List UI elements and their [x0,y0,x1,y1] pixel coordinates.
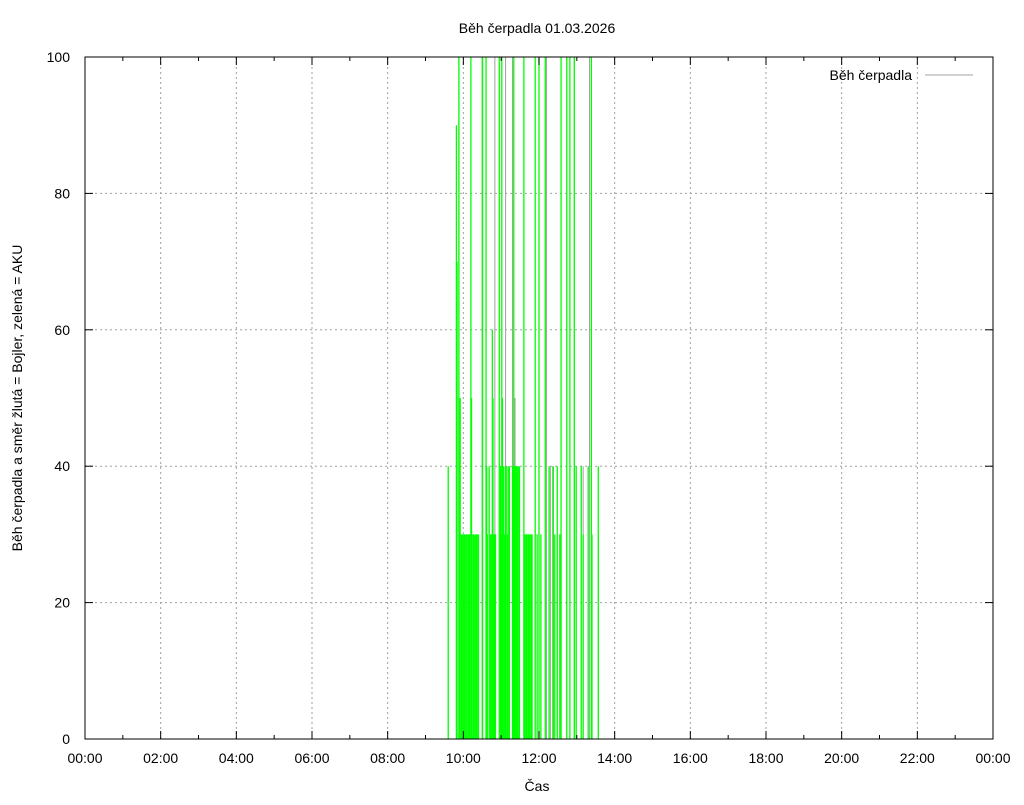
legend: Běh čerpadla [829,67,973,83]
x-axis-label: Čas [525,778,550,794]
x-tick-label: 20:00 [824,750,859,766]
x-tick-label: 16:00 [673,750,708,766]
y-tick-label: 80 [54,185,70,201]
x-tick-label: 22:00 [900,750,935,766]
y-axis-label: Běh čerpadla a směr žlutá = Bojler, zele… [9,245,25,552]
x-tick-label: 12:00 [521,750,556,766]
plot-border [84,56,994,740]
y-tick-label: 0 [62,731,70,747]
x-tick-label: 02:00 [143,750,178,766]
y-tick-label: 100 [47,49,71,65]
x-tick-label: 00:00 [67,750,102,766]
x-tick-label: 06:00 [294,750,329,766]
x-tick-label: 14:00 [597,750,632,766]
axes: 0 20 40 60 80 100 00:00 02:00 04:00 06:00 08:00 10:… [47,49,1011,766]
x-tick-label: 04:00 [219,750,254,766]
legend-label: Běh čerpadla [829,67,912,83]
chart-title: Běh čerpadla 01.03.2026 [459,20,616,36]
x-tick-label: 08:00 [370,750,405,766]
y-tick-label: 60 [54,322,70,338]
data-marks [447,57,599,739]
x-tick-label: 10:00 [446,750,481,766]
x-tick-label: 00:00 [975,750,1010,766]
y-tick-label: 40 [54,458,70,474]
x-tick-label: 18:00 [748,750,783,766]
y-tick-label: 20 [54,595,70,611]
